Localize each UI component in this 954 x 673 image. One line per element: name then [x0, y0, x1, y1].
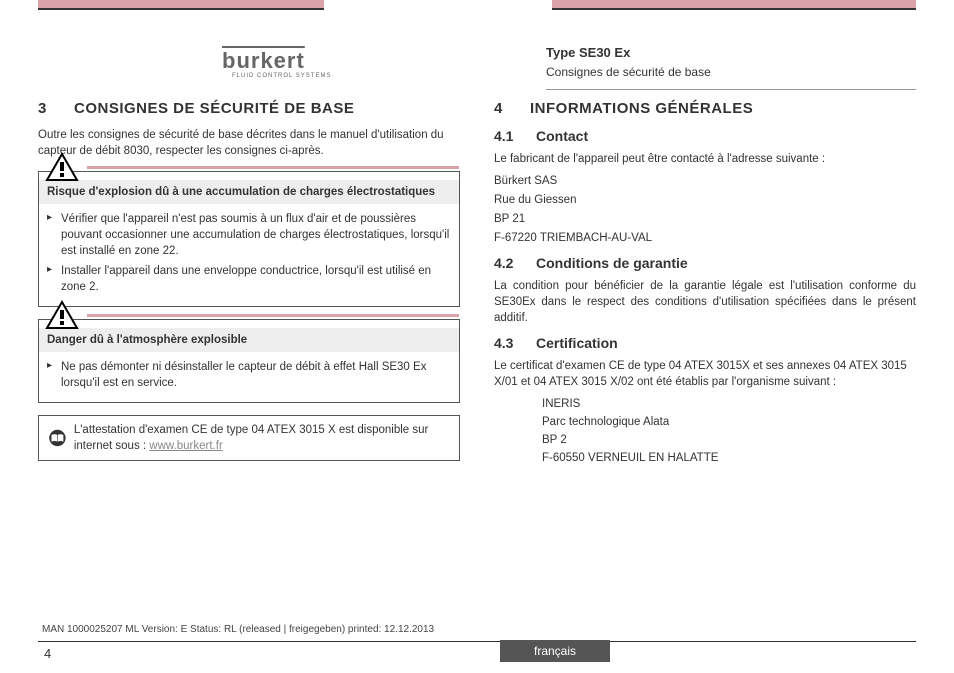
section-4-number: 4 [494, 98, 530, 119]
address-line: Rue du Giessen [494, 192, 916, 208]
section-4-2-number: 4.2 [494, 254, 536, 274]
doc-type-label: Type SE30 Ex [546, 44, 916, 62]
accent-bar-right [552, 0, 916, 10]
info-note-text: L'attestation d'examen CE de type 04 ATE… [74, 422, 451, 454]
address-line: Bürkert SAS [494, 173, 916, 189]
warning-2-title: Danger dû à l'atmosphère explosible [39, 328, 459, 352]
section-4-2-heading: 4.2 Conditions de garantie [494, 254, 916, 274]
address-line: BP 21 [494, 211, 916, 227]
section-4-heading: 4 INFORMATIONS GÉNÉRALES [494, 98, 916, 119]
doc-subtitle: Consignes de sécurité de base [546, 64, 916, 81]
warning-1-title: Risque d'explosion dû à une accumulation… [39, 180, 459, 204]
page-number: 4 [44, 645, 51, 663]
section-4-3-body: Le certificat d'examen CE de type 04 ATE… [494, 358, 916, 390]
section-3-heading: 3 CONSIGNES DE SÉCURITÉ DE BASE [38, 98, 460, 119]
section-4-3-heading: 4.3 Certification [494, 334, 916, 354]
section-4-1-number: 4.1 [494, 127, 536, 147]
info-note-box: L'attestation d'examen CE de type 04 ATE… [38, 415, 460, 461]
top-accent-bars [0, 0, 954, 10]
address-line: BP 2 [542, 432, 916, 448]
page-header: burkert FLUID CONTROL SYSTEMS Type SE30 … [0, 14, 954, 84]
warning-box-1: Risque d'explosion dû à une accumulation… [38, 171, 460, 307]
contact-address: Bürkert SAS Rue du Giessen BP 21 F-67220… [494, 173, 916, 246]
info-link[interactable]: www.burkert.fr [149, 440, 223, 452]
warning-2-item: Ne pas démonter ni désinstaller le capte… [47, 359, 451, 391]
address-line: INERIS [542, 396, 916, 412]
page-footer: 4 français [0, 641, 954, 663]
section-4-title: INFORMATIONS GÉNÉRALES [530, 98, 753, 119]
info-text: L'attestation d'examen CE de type 04 ATE… [74, 424, 429, 452]
section-4-3-number: 4.3 [494, 334, 536, 354]
book-icon [47, 426, 68, 450]
warning-accent-line [87, 166, 459, 169]
header-right-block: Type SE30 Ex Consignes de sécurité de ba… [546, 44, 916, 90]
certification-address: INERIS Parc technologique Alata BP 2 F-6… [542, 396, 916, 466]
page-body: 3 CONSIGNES DE SÉCURITÉ DE BASE Outre le… [38, 98, 916, 625]
footer-rule [38, 641, 916, 642]
warning-1-body: Vérifier que l'appareil n'est pas soumis… [39, 204, 459, 305]
section-4-1-title: Contact [536, 127, 588, 147]
section-4-1-heading: 4.1 Contact [494, 127, 916, 147]
logo-tagline: FLUID CONTROL SYSTEMS [232, 72, 331, 80]
left-column: 3 CONSIGNES DE SÉCURITÉ DE BASE Outre le… [38, 98, 460, 625]
section-4-1-intro: Le fabricant de l'appareil peut être con… [494, 151, 916, 167]
warning-1-item: Installer l'appareil dans une enveloppe … [47, 263, 451, 295]
section-4-3-title: Certification [536, 334, 618, 354]
section-3-number: 3 [38, 98, 74, 119]
warning-box-2: Danger dû à l'atmosphère explosible Ne p… [38, 319, 460, 403]
warning-accent-line [87, 314, 459, 317]
warning-icon [45, 152, 79, 182]
warning-1-item: Vérifier que l'appareil n'est pas soumis… [47, 211, 451, 259]
section-3-intro: Outre les consignes de sécurité de base … [38, 127, 460, 159]
language-tab: français [500, 640, 610, 662]
address-line: Parc technologique Alata [542, 414, 916, 430]
section-4-2-title: Conditions de garantie [536, 254, 688, 274]
warning-icon [45, 300, 79, 330]
accent-bar-left [38, 0, 324, 10]
section-4-2-body: La condition pour bénéficier de la garan… [494, 278, 916, 326]
address-line: F-60550 VERNEUIL EN HALATTE [542, 450, 916, 466]
warning-2-body: Ne pas démonter ni désinstaller le capte… [39, 352, 459, 402]
logo-text: burkert [222, 48, 305, 73]
right-column: 4 INFORMATIONS GÉNÉRALES 4.1 Contact Le … [494, 98, 916, 625]
footer-metadata: MAN 1000025207 ML Version: E Status: RL … [42, 623, 434, 637]
address-line: F-67220 TRIEMBACH-AU-VAL [494, 230, 916, 246]
section-3-title: CONSIGNES DE SÉCURITÉ DE BASE [74, 98, 354, 119]
